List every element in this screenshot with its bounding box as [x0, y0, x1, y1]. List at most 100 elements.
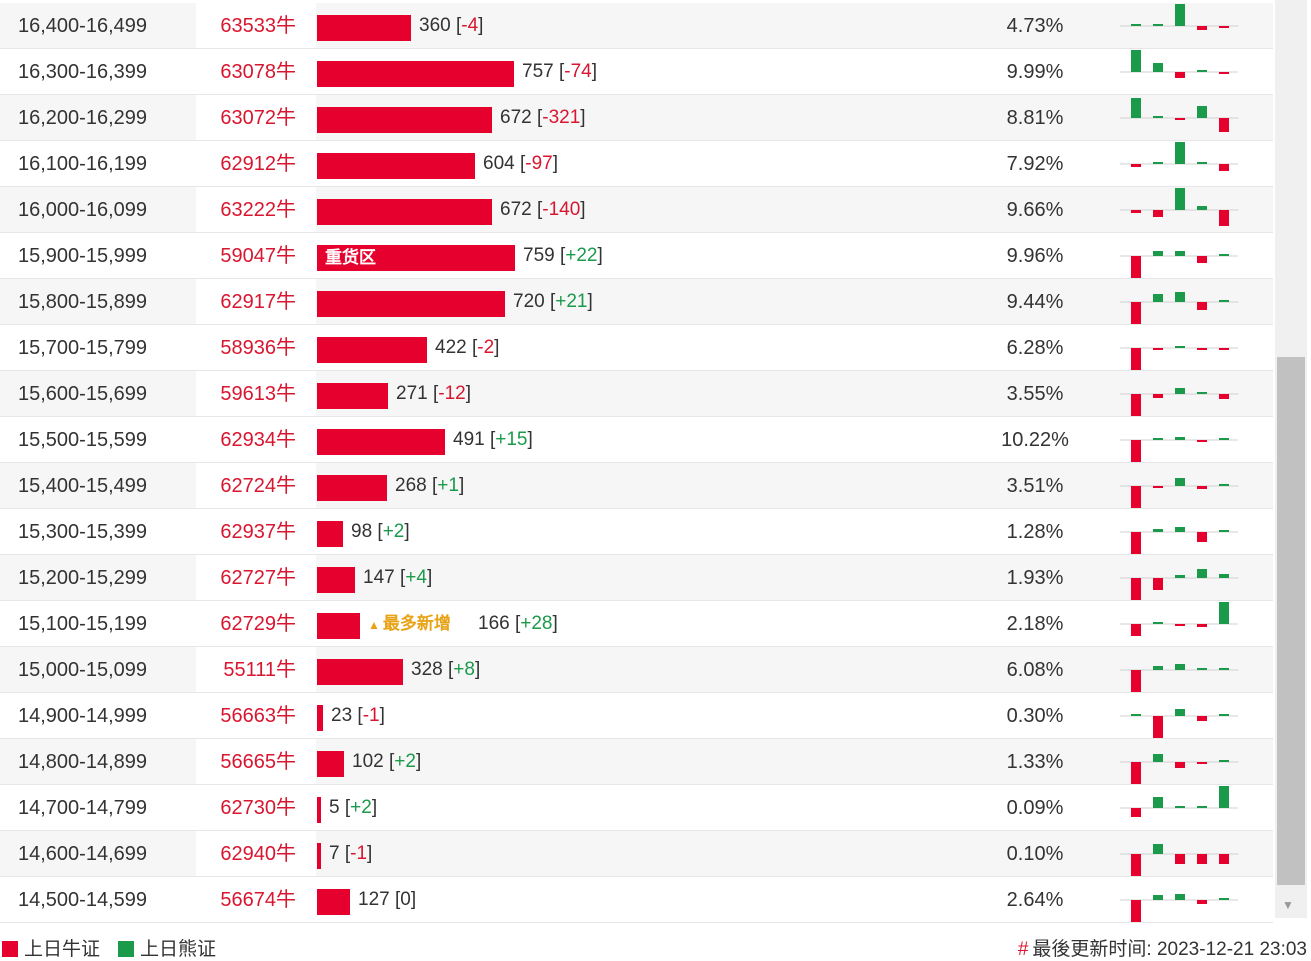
- table-row[interactable]: 15,100-15,199 62729牛 ▲ 最多新增 166 [+28] 2.18%: [0, 601, 1273, 647]
- sparkline-bar: [1219, 300, 1229, 302]
- cbbc-code[interactable]: 63078牛: [220, 61, 296, 83]
- table-row[interactable]: 16,000-16,099 63222牛 672 [-140] 9.66%: [0, 187, 1273, 233]
- table-row[interactable]: 15,600-15,699 59613牛 271 [-12] 3.55%: [0, 371, 1273, 417]
- bull-swatch-icon: [2, 941, 18, 957]
- cbbc-code[interactable]: 62940牛: [220, 843, 296, 865]
- table-row[interactable]: 15,400-15,499 62724牛 268 [+1] 3.51%: [0, 463, 1273, 509]
- percent-share: 0.09%: [1006, 797, 1064, 819]
- table-row[interactable]: 16,300-16,399 63078牛 757 [-74] 9.99%: [0, 49, 1273, 95]
- bracket-close: ]: [580, 107, 586, 128]
- quantity-delta: -140: [542, 199, 581, 220]
- code-cell: 56663牛: [196, 693, 316, 739]
- daily-change-sparkline: [1120, 4, 1238, 30]
- bracket-close: ]: [371, 797, 378, 818]
- sparkline-bar: [1153, 895, 1163, 900]
- quantity-count: 98: [351, 521, 373, 542]
- code-cell: 59613牛: [196, 371, 316, 417]
- sparkline-bar: [1153, 348, 1163, 350]
- daily-change-sparkline: [1120, 251, 1238, 278]
- price-range: 14,500-14,599: [18, 889, 148, 911]
- percent-share: 9.96%: [1006, 245, 1064, 267]
- cbbc-code[interactable]: 62917牛: [220, 291, 296, 313]
- bracket-close: ]: [597, 245, 603, 266]
- bear-swatch-icon: [118, 941, 134, 957]
- sparkline-bar: [1175, 709, 1185, 716]
- cbbc-code[interactable]: 63533牛: [220, 15, 296, 37]
- cbbc-code[interactable]: 62727牛: [220, 567, 296, 589]
- quantity-value: 672 [-140]: [500, 187, 586, 233]
- quantity-delta: +4: [405, 567, 427, 588]
- sparkline-bar: [1197, 440, 1207, 442]
- table-row[interactable]: 15,200-15,299 62727牛 147 [+4] 1.93%: [0, 555, 1273, 601]
- table-row[interactable]: 14,800-14,899 56665牛 102 [+2] 1.33%: [0, 739, 1273, 785]
- bracket-close: ]: [415, 751, 422, 772]
- cbbc-code[interactable]: 62937牛: [220, 521, 296, 543]
- quantity-bar: [317, 889, 350, 915]
- quantity-value: 360 [-4]: [419, 3, 483, 49]
- table-row[interactable]: 15,500-15,599 62934牛 491 [+15] 10.22%: [0, 417, 1273, 463]
- cbbc-code[interactable]: 55111牛: [223, 659, 296, 681]
- table-row[interactable]: 14,600-14,699 62940牛 7 [-1] 0.10%: [0, 831, 1273, 877]
- table-row[interactable]: 14,500-14,599 56674牛 127 [0] 2.64%: [0, 877, 1273, 923]
- scrollbar-thumb[interactable]: [1277, 357, 1305, 885]
- cbbc-code[interactable]: 62729牛: [220, 613, 296, 635]
- table-row[interactable]: 16,100-16,199 62912牛 604 [-97] 7.92%: [0, 141, 1273, 187]
- sparkline-bar: [1153, 797, 1163, 808]
- sparkline-bar: [1153, 622, 1163, 624]
- sparkline-bar: [1219, 714, 1229, 716]
- table-row[interactable]: 16,400-16,499 63533牛 360 [-4] 4.73%: [0, 3, 1273, 49]
- quantity-bar: [317, 705, 323, 731]
- cbbc-code[interactable]: 58936牛: [220, 337, 296, 359]
- table-row[interactable]: 15,900-15,999 59047牛 重货区 759 [+22] 9.96%: [0, 233, 1273, 279]
- cbbc-code[interactable]: 63222牛: [220, 199, 296, 221]
- sparkline-bar: [1219, 164, 1229, 171]
- bracket-close: ]: [367, 843, 373, 864]
- cbbc-code[interactable]: 63072牛: [220, 107, 296, 129]
- cbbc-code[interactable]: 56663牛: [220, 705, 296, 727]
- cbbc-code[interactable]: 62724牛: [220, 475, 296, 497]
- quantity-bar: [317, 107, 492, 133]
- sparkline-bar: [1153, 438, 1163, 440]
- scroll-down-arrow-icon[interactable]: ▼: [1282, 898, 1294, 912]
- price-range: 16,200-16,299: [18, 107, 148, 129]
- code-cell: 62937牛: [196, 509, 316, 555]
- sparkline-bar: [1175, 478, 1185, 486]
- code-cell: 58936牛: [196, 325, 316, 371]
- sparkline-bar: [1175, 437, 1185, 440]
- cbbc-code[interactable]: 56674牛: [220, 889, 296, 911]
- table-row[interactable]: 15,300-15,399 62937牛 98 [+2] 1.28%: [0, 509, 1273, 555]
- cbbc-code[interactable]: 62934牛: [220, 429, 296, 451]
- quantity-count: 271: [396, 383, 428, 404]
- cbbc-code[interactable]: 59613牛: [220, 383, 296, 405]
- daily-change-sparkline: [1120, 478, 1238, 508]
- sparkline-bar: [1131, 714, 1141, 716]
- quantity-count: 360: [419, 15, 451, 36]
- bracket-open: [: [389, 889, 401, 910]
- cbbc-code[interactable]: 56665牛: [220, 751, 296, 773]
- sparkline-bar: [1131, 762, 1141, 784]
- percent-share: 1.93%: [1006, 567, 1064, 589]
- table-row[interactable]: 14,900-14,999 56663牛 23 [-1] 0.30%: [0, 693, 1273, 739]
- table-row[interactable]: 15,000-15,099 55111牛 328 [+8] 6.08%: [0, 647, 1273, 693]
- daily-change-sparkline: [1120, 894, 1238, 922]
- sparkline-bar: [1131, 164, 1141, 167]
- quantity-value: 5 [+2]: [329, 785, 377, 831]
- table-row[interactable]: 15,700-15,799 58936牛 422 [-2] 6.28%: [0, 325, 1273, 371]
- code-cell: 62917牛: [196, 279, 316, 325]
- table-row[interactable]: 15,800-15,899 62917牛 720 [+21] 9.44%: [0, 279, 1273, 325]
- table-row[interactable]: 14,700-14,799 62730牛 5 [+2] 0.09%: [0, 785, 1273, 831]
- percent-share: 2.64%: [1006, 889, 1064, 911]
- code-cell: 55111牛: [196, 647, 316, 693]
- cbbc-code[interactable]: 59047牛: [220, 245, 296, 267]
- quantity-count: 759: [523, 245, 555, 266]
- cbbc-code[interactable]: 62912牛: [220, 153, 296, 175]
- table-row[interactable]: 16,200-16,299 63072牛 672 [-321] 8.81%: [0, 95, 1273, 141]
- legend-bear-label: 上日熊证: [140, 939, 217, 960]
- cbbc-code[interactable]: 62730牛: [220, 797, 296, 819]
- sparkline-bar: [1197, 716, 1207, 721]
- code-cell: 56674牛: [196, 877, 316, 923]
- sparkline-bar: [1153, 162, 1163, 164]
- bracket-open: [: [442, 659, 454, 680]
- quantity-value: 604 [-97]: [483, 141, 558, 187]
- sparkline-bar: [1131, 394, 1141, 416]
